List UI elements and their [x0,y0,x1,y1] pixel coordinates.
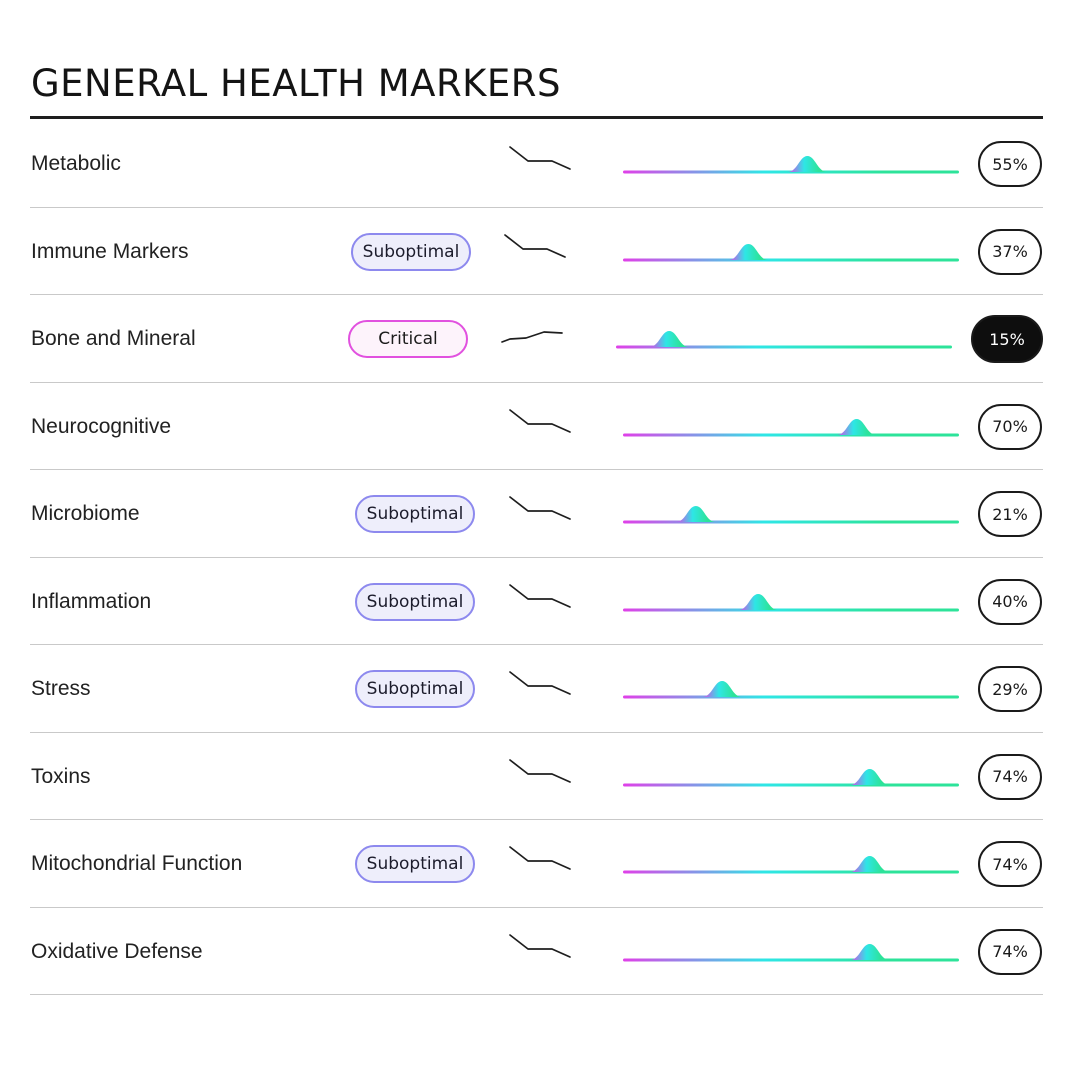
title-divider [30,116,1043,119]
marker-row-mitochondrial-function[interactable]: Mitochondrial Function Suboptimal 74% [0,820,1080,908]
score-range-bar [623,856,959,874]
score-pill[interactable]: 74% [978,928,1042,975]
trend-down-sparkline [509,758,571,783]
marker-name: Oxidative Defense [31,939,203,963]
score-range-bar [623,156,959,174]
score-pill[interactable]: 55% [978,141,1042,187]
range-track [623,695,959,699]
marker-name: Stress [31,677,91,700]
score-peak-marker [849,943,890,960]
row-divider [30,206,1043,208]
range-track [616,345,952,349]
score-range-bar [623,943,959,961]
row-divider [30,469,1043,470]
row-divider [30,381,1043,383]
status-badge: Suboptimal [355,845,475,883]
score-range-bar [616,331,952,349]
trend-down-sparkline [509,671,571,695]
marker-name: Mitochondrial Function [31,852,243,875]
score-range-bar [623,418,959,436]
range-track [623,958,959,961]
marker-name: Neurocognitive [31,414,172,438]
range-track [623,258,959,261]
row-divider [30,731,1043,733]
range-track [623,783,959,786]
marker-name: Immune Markers [31,239,189,263]
marker-row-neurocognitive[interactable]: Neurocognitive 70% [0,383,1080,470]
status-badge: Suboptimal [355,495,475,533]
marker-name: Bone and Mineral [31,327,196,350]
score-peak-marker [849,768,890,785]
score-range-bar [623,593,959,611]
score-pill[interactable]: 70% [978,403,1042,450]
range-track [623,608,959,611]
marker-name: Metabolic [31,152,121,175]
trend-down-sparkline [509,846,571,870]
trend-up-sparkline [501,331,563,343]
score-peak-marker [649,331,690,347]
score-pill[interactable]: 74% [978,753,1042,800]
score-pill[interactable]: 15% [971,315,1043,363]
range-track [623,870,959,874]
marker-row-metabolic[interactable]: Metabolic 55% [0,120,1080,208]
page-title: GENERAL HEALTH MARKERS [31,62,561,105]
score-peak-marker [836,418,877,435]
marker-row-immune-markers[interactable]: Immune Markers Suboptimal 37% [0,208,1080,295]
score-range-bar [623,768,959,786]
score-range-bar [623,506,959,524]
marker-row-inflammation[interactable]: Inflammation Suboptimal 40% [0,558,1080,645]
row-divider [30,644,1043,645]
trend-down-sparkline [509,408,571,433]
score-range-bar [623,681,959,699]
marker-name: Microbiome [31,502,140,525]
row-divider [30,906,1043,908]
trend-down-sparkline [509,933,571,958]
row-divider [30,994,1043,995]
score-pill[interactable]: 40% [978,578,1042,625]
marker-row-bone-and-mineral[interactable]: Bone and Mineral Critical 15% [0,295,1080,383]
row-divider [30,819,1043,820]
marker-row-microbiome[interactable]: Microbiome Suboptimal 21% [0,470,1080,558]
score-range-bar [623,243,959,261]
row-divider [30,556,1043,558]
trend-down-sparkline [504,233,566,258]
trend-down-sparkline [509,583,571,608]
score-pill[interactable]: 74% [978,841,1042,887]
score-peak-marker [728,243,769,260]
status-badge: Suboptimal [351,232,471,271]
score-pill[interactable]: 37% [978,228,1042,275]
status-badge: Critical [348,320,468,358]
status-badge: Suboptimal [355,582,475,621]
trend-down-sparkline [509,496,571,520]
marker-row-toxins[interactable]: Toxins 74% [0,733,1080,820]
row-divider [30,294,1043,295]
trend-down-sparkline [509,146,571,170]
status-badge: Suboptimal [355,670,475,708]
range-track [623,520,959,524]
score-peak-marker [702,681,743,697]
marker-name: Toxins [31,764,91,788]
range-track [623,433,959,436]
marker-name: Inflammation [31,589,152,613]
score-peak-marker [787,156,828,172]
score-peak-marker [675,506,716,522]
score-peak-marker [738,593,779,610]
marker-row-stress[interactable]: Stress Suboptimal 29% [0,645,1080,733]
marker-row-oxidative-defense[interactable]: Oxidative Defense 74% [0,908,1080,995]
score-peak-marker [849,856,890,872]
score-pill[interactable]: 21% [978,491,1042,537]
score-pill[interactable]: 29% [978,666,1042,712]
